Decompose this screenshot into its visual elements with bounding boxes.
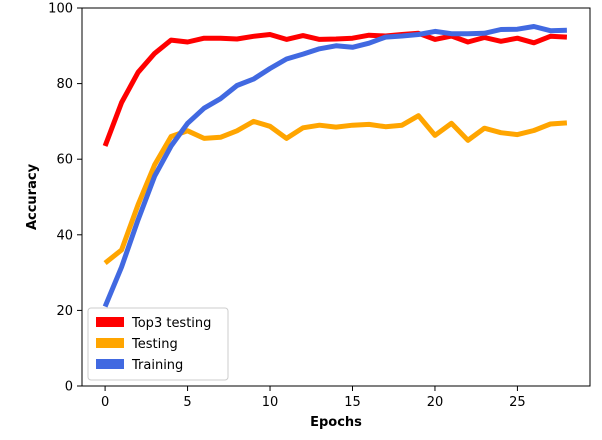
legend-swatch-2 — [96, 359, 124, 369]
legend-label-2: Training — [131, 358, 183, 373]
x-axis-title: Epochs — [310, 415, 362, 430]
x-tick-label: 20 — [427, 395, 444, 410]
legend: Top3 testing Testing Training — [87, 307, 229, 381]
series-line-2 — [102, 24, 567, 308]
y-tick-label: 40 — [56, 228, 73, 243]
y-tick-label: 20 — [56, 304, 73, 319]
y-tick-label: 80 — [56, 77, 73, 92]
y-tick-label: 100 — [48, 2, 73, 17]
legend-swatch-1 — [96, 338, 124, 348]
x-axis: 0 5 10 15 20 25 — [101, 386, 526, 410]
y-axis: 0 20 40 60 80 100 — [48, 2, 82, 395]
y-tick-label: 60 — [56, 153, 73, 168]
x-tick-label: 25 — [509, 395, 526, 410]
x-tick-label: 10 — [262, 395, 279, 410]
x-tick-label: 0 — [101, 395, 109, 410]
y-tick-label: 0 — [65, 380, 73, 395]
y-axis-title: Accuracy — [25, 163, 40, 230]
legend-label-1: Testing — [131, 337, 178, 352]
plot-frame — [81, 7, 591, 387]
legend-label-0: Top3 testing — [131, 316, 211, 331]
x-tick-label: 15 — [344, 395, 361, 410]
legend-swatch-0 — [96, 317, 124, 327]
x-tick-label: 5 — [183, 395, 191, 410]
series-line-0 — [102, 30, 568, 147]
series-layer — [102, 24, 568, 308]
